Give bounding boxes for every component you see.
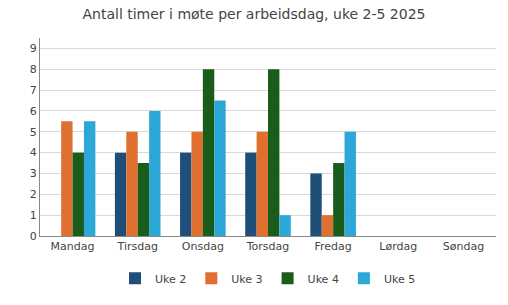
svg-text:Fredag: Fredag: [314, 240, 351, 253]
svg-text:8: 8: [30, 63, 37, 76]
svg-text:Søndag: Søndag: [443, 240, 484, 253]
svg-text:1: 1: [30, 209, 37, 222]
svg-text:Torsdag: Torsdag: [246, 240, 290, 253]
svg-text:Onsdag: Onsdag: [182, 240, 224, 253]
svg-text:Tirsdag: Tirsdag: [117, 240, 158, 253]
svg-text:Uke 5: Uke 5: [384, 273, 415, 286]
svg-text:5: 5: [30, 126, 37, 139]
svg-text:Uke 2: Uke 2: [155, 273, 186, 286]
svg-text:9: 9: [30, 42, 37, 55]
svg-text:0: 0: [30, 230, 37, 243]
svg-text:Uke 4: Uke 4: [308, 273, 339, 286]
svg-text:4: 4: [30, 146, 37, 159]
svg-text:2: 2: [30, 188, 37, 201]
svg-text:7: 7: [30, 84, 37, 97]
svg-text:Uke 3: Uke 3: [231, 273, 262, 286]
svg-text:Mandag: Mandag: [51, 240, 95, 253]
svg-text:Antall timer i møte per arbeid: Antall timer i møte per arbeidsdag, uke …: [82, 6, 425, 22]
svg-text:6: 6: [30, 105, 37, 118]
svg-text:3: 3: [30, 167, 37, 180]
svg-text:Lørdag: Lørdag: [379, 240, 417, 253]
